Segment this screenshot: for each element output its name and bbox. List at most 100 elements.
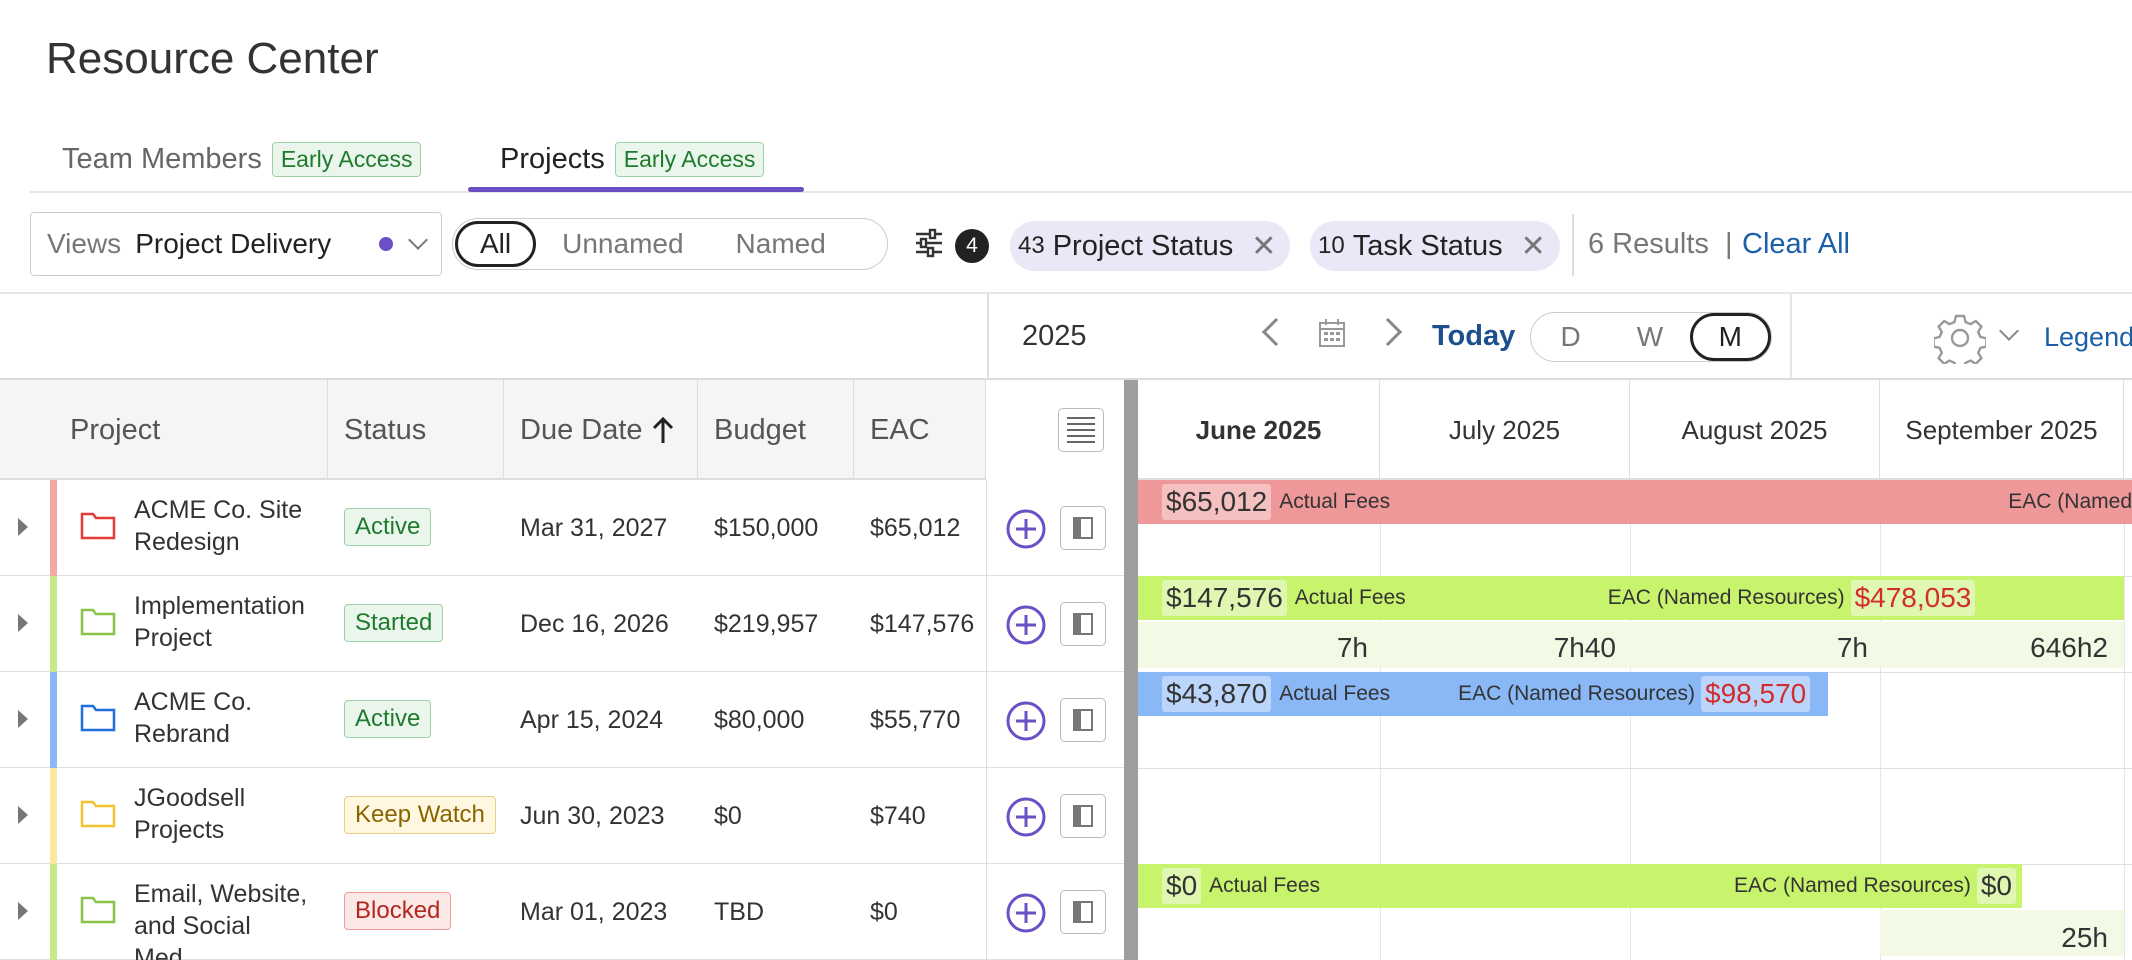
column-header-due-date[interactable]: Due Date <box>504 380 698 480</box>
add-circle-icon[interactable] <box>1005 508 1047 550</box>
budget: $150,000 <box>714 514 819 542</box>
due-date: Mar 31, 2027 <box>520 514 668 542</box>
budget: $219,957 <box>714 610 819 638</box>
timeline-gridline <box>2124 480 2125 960</box>
segment-all[interactable]: All <box>455 221 537 267</box>
column-header-status[interactable]: Status <box>328 380 504 480</box>
due-date: Jun 30, 2023 <box>520 802 665 830</box>
column-settings-button[interactable] <box>1058 408 1104 452</box>
table-row[interactable]: ACME Co. Rebrand Active Apr 15, 2024 $80… <box>0 672 1124 768</box>
scale-week[interactable]: W <box>1636 321 1664 352</box>
chip-label: Project Status <box>1052 229 1234 262</box>
budget: $80,000 <box>714 706 805 734</box>
due-date: Mar 01, 2023 <box>520 898 668 926</box>
add-circle-icon[interactable] <box>1005 604 1047 646</box>
tabs-divider <box>30 191 2132 193</box>
folder-icon <box>80 800 116 828</box>
add-circle-icon[interactable] <box>1005 700 1047 742</box>
actual-fees-amount: $147,576 <box>1162 580 1287 616</box>
chip-task-status[interactable]: 10 Task Status ✕ <box>1310 221 1560 271</box>
chevron-left-icon[interactable] <box>1261 317 1291 347</box>
table-row[interactable]: ACME Co. Site Redesign Active Mar 31, 20… <box>0 480 1124 576</box>
table-row[interactable]: Email, Website, and Social Med... Blocke… <box>0 864 1124 960</box>
close-icon[interactable]: ✕ <box>1251 229 1277 263</box>
add-circle-icon[interactable] <box>1005 892 1047 934</box>
timeline-header <box>1138 380 2132 480</box>
timeline-bar-implementation[interactable]: $147,576 Actual Fees EAC (Named Resource… <box>1138 576 2124 620</box>
table-row[interactable]: Implementation Project Started Dec 16, 2… <box>0 576 1124 672</box>
hours-value: 25h <box>2061 922 2108 953</box>
clear-all-link[interactable]: Clear All <box>1742 228 1850 260</box>
chip-project-status[interactable]: 43 Project Status ✕ <box>1010 221 1291 271</box>
legend-link[interactable]: Legend <box>2044 322 2132 352</box>
side-panel-icon[interactable] <box>1060 890 1106 934</box>
status-badge: Active <box>344 700 432 738</box>
today-button[interactable]: Today <box>1432 320 1516 352</box>
early-access-badge: Early Access <box>614 141 765 177</box>
project-name[interactable]: Implementation Project <box>134 592 305 652</box>
scale-day[interactable]: D <box>1560 321 1581 352</box>
filter-sliders-icon[interactable] <box>914 228 944 258</box>
filter-count-badge: 4 <box>955 229 989 263</box>
year-label: 2025 <box>1022 320 1087 352</box>
timeline-bar-email-website[interactable]: $0 Actual Fees EAC (Named Resources) $0 <box>1138 864 2022 908</box>
expand-caret-icon[interactable] <box>18 902 28 920</box>
gear-icon[interactable] <box>1934 312 1986 364</box>
eac: $740 <box>870 802 926 830</box>
timeline-bar-site-redesign[interactable]: $65,012 Actual Fees EAC (Named <box>1138 480 2132 524</box>
eac-label: EAC (Named <box>2008 490 2132 513</box>
tab-projects[interactable]: Projects Early Access <box>500 134 765 184</box>
pane-splitter[interactable] <box>1124 380 1138 960</box>
column-header-project[interactable]: Project <box>54 380 328 480</box>
actual-fees-amount: $0 <box>1162 868 1202 904</box>
row-color-bar <box>50 576 57 672</box>
project-name[interactable]: ACME Co. Rebrand <box>134 688 253 748</box>
chevron-down-icon[interactable] <box>1999 321 2019 341</box>
eac-label: EAC (Named Resources) <box>1458 682 1696 705</box>
expand-caret-icon[interactable] <box>18 518 28 536</box>
project-name[interactable]: ACME Co. Site Redesign <box>134 496 303 556</box>
side-panel-icon[interactable] <box>1060 698 1106 742</box>
row-color-bar <box>50 672 57 768</box>
column-header-budget[interactable]: Budget <box>698 380 854 480</box>
eac-amount: $0 <box>1976 868 2016 904</box>
eac-amount: $98,570 <box>1701 676 1811 712</box>
project-name[interactable]: JGoodsell Projects <box>134 784 246 844</box>
scale-month[interactable]: M <box>1689 313 1772 361</box>
status-badge: Blocked <box>344 892 452 930</box>
close-icon[interactable]: ✕ <box>1520 229 1546 263</box>
side-panel-icon[interactable] <box>1060 506 1106 550</box>
expand-caret-icon[interactable] <box>18 710 28 728</box>
side-panel-icon[interactable] <box>1060 794 1106 838</box>
assignment-filter-segmented: All Unnamed Named <box>452 218 888 270</box>
page-title: Resource Center <box>46 34 379 83</box>
add-circle-icon[interactable] <box>1005 796 1047 838</box>
timeline-gridline <box>1380 480 1381 960</box>
segment-unnamed[interactable]: Unnamed <box>562 228 684 259</box>
chevron-right-icon[interactable] <box>1373 317 1403 347</box>
folder-icon <box>80 512 116 540</box>
side-panel-icon[interactable] <box>1060 602 1106 646</box>
active-tab-indicator <box>468 187 804 192</box>
chip-count: 43 <box>1018 232 1045 259</box>
actual-fees-label: Actual Fees <box>1294 586 1406 609</box>
column-header-eac[interactable]: EAC <box>854 380 986 480</box>
month-header: August 2025 <box>1630 380 1880 480</box>
calendar-icon[interactable] <box>1318 318 1346 348</box>
table-row[interactable]: JGoodsell Projects Keep Watch Jun 30, 20… <box>0 768 1124 864</box>
tab-team-members[interactable]: Team Members Early Access <box>62 134 422 184</box>
timeline-gridline <box>1880 480 1881 960</box>
expand-caret-icon[interactable] <box>18 614 28 632</box>
budget: $0 <box>714 802 742 830</box>
expand-caret-icon[interactable] <box>18 806 28 824</box>
results-count: 6 Results | <box>1588 228 1733 260</box>
segment-named[interactable]: Named <box>735 228 826 259</box>
toolbar-top-rule <box>0 292 2132 294</box>
views-dropdown[interactable]: Views Project Delivery <box>30 212 442 276</box>
project-name[interactable]: Email, Website, and Social Med... <box>134 880 308 960</box>
timeline-bar-rebrand[interactable]: $43,870 Actual Fees EAC (Named Resources… <box>1138 672 1828 716</box>
views-label: Views <box>47 228 122 259</box>
chip-label: Task Status <box>1352 229 1503 262</box>
row-color-bar <box>50 480 57 576</box>
eac: $0 <box>870 898 898 926</box>
